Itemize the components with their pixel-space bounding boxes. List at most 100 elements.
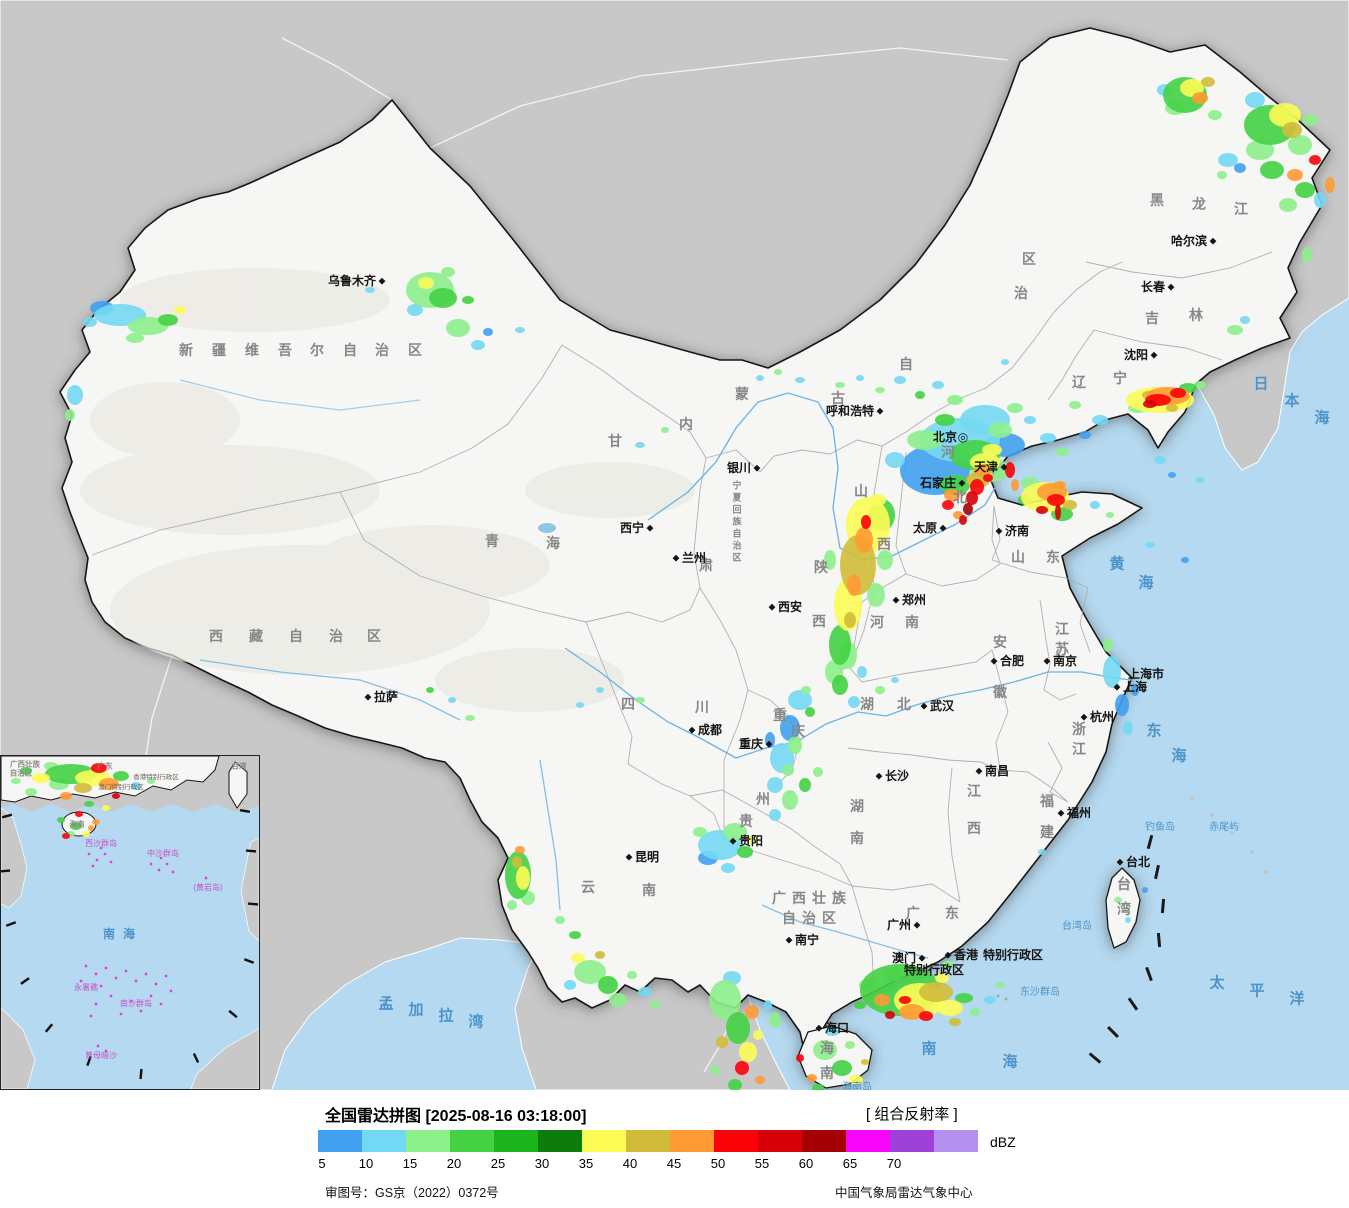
radar-echo xyxy=(1069,401,1081,409)
inset-label: 自治区 xyxy=(9,768,33,778)
radar-echo xyxy=(595,951,605,959)
radar-echo xyxy=(627,971,637,979)
nine-dash-segment xyxy=(86,1055,92,1067)
radar-echo xyxy=(112,793,120,799)
radar-echo xyxy=(1314,192,1326,208)
legend-color-cell xyxy=(802,1130,846,1152)
radar-echo xyxy=(753,1030,763,1040)
radar-echo xyxy=(747,836,757,844)
reef-dot xyxy=(96,1044,100,1048)
nine-dash-segment xyxy=(5,921,17,927)
radar-echo xyxy=(1131,684,1139,696)
radar-echo xyxy=(11,778,21,784)
legend-color-cell xyxy=(406,1130,450,1152)
radar-echo xyxy=(426,687,434,693)
lancang-river xyxy=(539,759,561,911)
radar-echo xyxy=(728,1079,742,1090)
inset-label: 澳门特别行政区 xyxy=(98,783,144,791)
legend-color-cell xyxy=(890,1130,934,1152)
inset-label-layer: 广西壮族 自治区 广东 台湾 香港特别行政区 澳门特别行政区 海南 西沙群岛 中沙群岛 (黄岩岛)… xyxy=(1,756,259,1089)
radar-echo xyxy=(966,491,978,505)
reef-dot xyxy=(79,979,83,983)
reef-dot xyxy=(104,966,108,970)
radar-echo xyxy=(807,1074,817,1082)
radar-echo xyxy=(67,385,83,405)
reef-dot xyxy=(165,862,169,866)
radar-echo xyxy=(20,767,32,775)
legend-bar: 全国雷达拼图 [2025-08-16 03:18:00] [ 组合反射率 ] d… xyxy=(0,1090,1349,1208)
radar-echo xyxy=(99,778,119,790)
radar-echo xyxy=(507,900,517,910)
radar-echo xyxy=(710,1065,720,1075)
radar-echo xyxy=(1145,542,1155,548)
nine-dash-segment xyxy=(239,808,251,814)
radar-echo xyxy=(825,1028,839,1036)
radar-echo xyxy=(1234,163,1246,173)
approval-number: 审图号：GS京（2022）0372号 xyxy=(325,1186,499,1200)
radar-echo xyxy=(174,306,186,314)
radar-echo xyxy=(919,1011,933,1021)
radar-echo xyxy=(874,994,890,1006)
radar-echo xyxy=(849,1075,863,1085)
reef-dot xyxy=(124,969,128,973)
legend-color-cell xyxy=(318,1130,362,1152)
radar-echo xyxy=(735,1061,749,1075)
radar-echo xyxy=(984,996,996,1004)
radar-echo xyxy=(102,805,110,811)
radar-echo xyxy=(1114,897,1122,903)
radar-echo xyxy=(1054,481,1066,489)
radar-echo xyxy=(726,1012,750,1044)
radar-echo xyxy=(571,953,585,963)
radar-echo xyxy=(854,1001,866,1009)
radar-echo xyxy=(970,479,984,495)
radar-echo xyxy=(1038,849,1046,855)
radar-echo xyxy=(448,697,456,703)
radar-echo xyxy=(940,475,970,495)
radar-echo xyxy=(131,782,141,790)
reef-dot xyxy=(95,858,99,862)
radar-echo xyxy=(716,1036,728,1048)
radar-echo xyxy=(857,666,867,678)
radar-echo xyxy=(801,686,811,694)
legend-colorbar xyxy=(318,1130,978,1152)
radar-echo xyxy=(1143,400,1157,408)
radar-echo xyxy=(1279,198,1297,212)
radar-echo xyxy=(1245,92,1265,108)
yellow-river xyxy=(647,392,997,561)
radar-echo xyxy=(1192,92,1208,104)
reef-dot xyxy=(104,1049,108,1053)
radar-echo xyxy=(1103,656,1121,688)
rivers xyxy=(179,379,1133,959)
nine-dash-segment xyxy=(247,902,259,906)
radar-echo xyxy=(483,328,493,336)
radar-echo xyxy=(661,427,669,433)
radar-echo xyxy=(1001,359,1009,365)
legend-tick: 70 xyxy=(886,1156,902,1171)
radar-echo xyxy=(1055,448,1069,456)
radar-echo xyxy=(709,980,741,1020)
radar-echo xyxy=(875,686,885,694)
radar-echo xyxy=(782,790,798,810)
radar-echo xyxy=(847,574,861,596)
radar-echo xyxy=(512,856,522,868)
taiwan-island xyxy=(1105,867,1141,949)
radar-echo xyxy=(60,792,72,800)
radar-echo xyxy=(845,1041,855,1049)
radar-echo xyxy=(515,327,525,333)
radar-echo xyxy=(147,778,155,784)
radar-echo xyxy=(1090,501,1100,509)
radar-echo xyxy=(88,825,94,831)
radar-echo xyxy=(723,823,747,841)
radar-echo xyxy=(1011,479,1019,491)
inset-reef-dots xyxy=(79,846,208,1053)
nine-dash-segment xyxy=(1,813,13,819)
reef-dot xyxy=(109,860,113,864)
reef-dot xyxy=(149,994,153,998)
radar-echo xyxy=(963,503,973,515)
radar-echo xyxy=(959,515,967,525)
reef-dot xyxy=(154,982,158,986)
radar-echo xyxy=(1240,316,1250,324)
radar-echo xyxy=(1036,506,1048,514)
legend-tick: 25 xyxy=(490,1156,506,1171)
radar-echo xyxy=(891,677,899,683)
